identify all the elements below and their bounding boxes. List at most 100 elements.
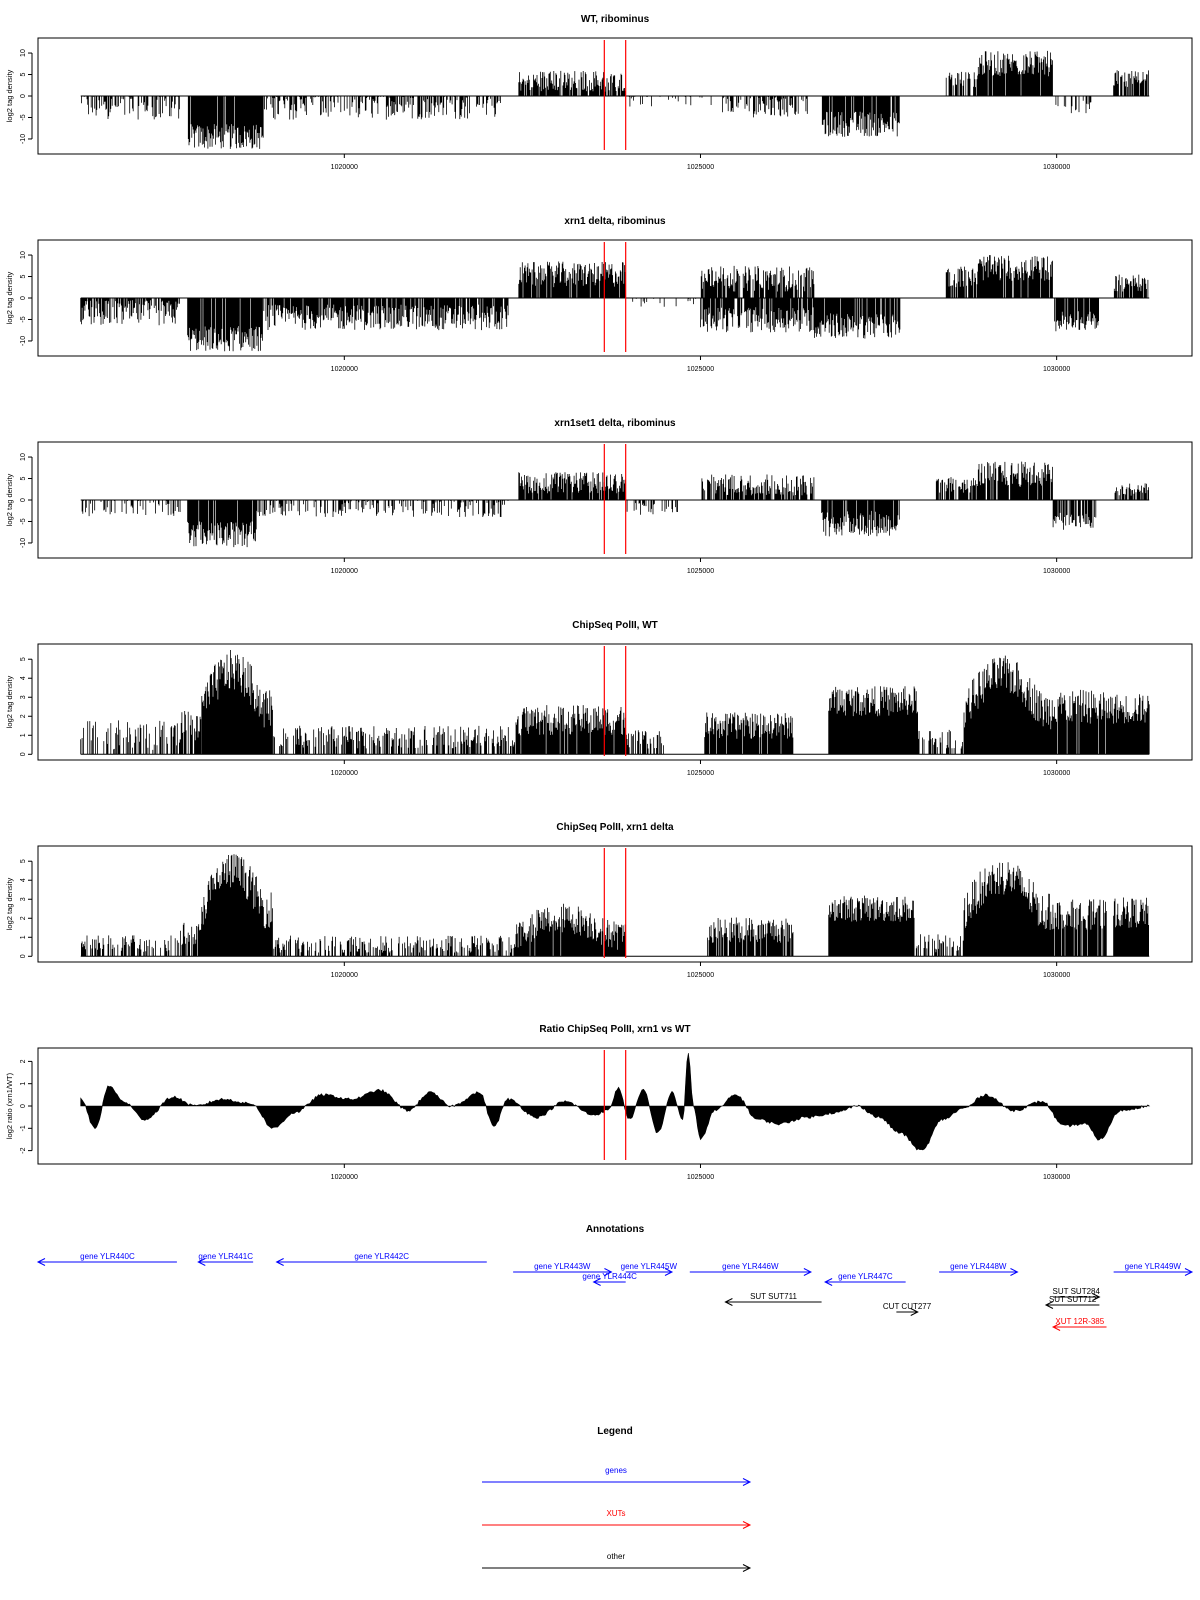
signal-bars <box>80 255 1149 352</box>
feature-label: gene YLR444C <box>582 1272 637 1281</box>
y-tick-label: 4 <box>20 878 27 882</box>
x-axis: 1020000 1025000 1030000 <box>331 962 1070 979</box>
legend-label: XUTs <box>606 1509 625 1518</box>
arrowhead-icon <box>724 1298 733 1306</box>
feature-other: SUT SUT712 <box>1044 1295 1100 1309</box>
y-axis-label: log2 tag density <box>5 69 14 122</box>
feature-label: gene YLR443W <box>534 1262 591 1271</box>
feature-gene: gene YLR446W <box>689 1262 813 1276</box>
y-tick-label: 2 <box>20 714 27 718</box>
feature-gene: gene YLR445W <box>621 1262 677 1276</box>
signal-bars <box>80 650 1150 755</box>
legend-label: genes <box>605 1466 627 1475</box>
chart-data-marks <box>80 854 1150 957</box>
ratio-area <box>80 1053 1151 1151</box>
arrowhead-icon <box>36 1258 46 1266</box>
feature-xut: XUT 12R-385 <box>1051 1317 1107 1331</box>
signal-bars <box>81 854 1149 957</box>
feature-label: gene YLR449W <box>1125 1262 1182 1271</box>
feature-label: gene YLR441C <box>198 1252 253 1261</box>
y-axis: 10 5 0 -5 -10 log2 tag density <box>5 251 33 346</box>
arrowhead-icon <box>1092 1293 1101 1301</box>
feature-gene: gene YLR442C <box>275 1252 487 1266</box>
x-tick-label: 1020000 <box>331 972 358 979</box>
x-axis: 1020000 1025000 1030000 <box>331 558 1070 575</box>
plot-frame <box>37 845 1193 963</box>
chart-title: xrn1set1 delta, ribominus <box>554 418 676 429</box>
y-tick-label: 10 <box>20 251 27 259</box>
chart-panel-4: ChipSeq PolII, WT 0 1 2 3 4 5 log2 tag density 1… <box>5 620 1193 777</box>
x-tick-label: 1030000 <box>1043 770 1070 777</box>
y-axis-label: log2 tag density <box>5 675 14 728</box>
arrowhead-icon <box>197 1258 206 1266</box>
feature-gene: gene YLR449W <box>1113 1262 1194 1276</box>
arrowhead-icon <box>742 1478 752 1486</box>
y-tick-label: -10 <box>20 538 27 548</box>
arrowhead-icon <box>1051 1323 1061 1331</box>
y-tick-label: 0 <box>20 296 27 300</box>
arrowhead-icon <box>1044 1301 1054 1309</box>
legend-title: Legend <box>597 1426 633 1437</box>
y-axis: 10 5 0 -5 -10 log2 tag density <box>5 49 33 144</box>
chart-panel-5: ChipSeq PolII, xrn1 delta 0 1 2 3 4 5 log2 tag … <box>5 822 1193 979</box>
y-tick-label: 10 <box>20 453 27 461</box>
chart-data-marks <box>80 1053 1151 1151</box>
x-tick-label: 1030000 <box>1043 1174 1070 1181</box>
arrowhead-icon <box>824 1278 833 1286</box>
y-tick-label: 0 <box>20 498 27 502</box>
arrowhead-icon <box>910 1308 919 1316</box>
x-tick-label: 1030000 <box>1043 164 1070 171</box>
y-axis-label: log2 tag density <box>5 473 14 526</box>
chart-title: Ratio ChipSeq PolII, xrn1 vs WT <box>539 1024 690 1035</box>
annotations-title: Annotations <box>586 1224 645 1235</box>
y-tick-label: 5 <box>20 657 27 661</box>
arrowhead-icon <box>742 1564 752 1572</box>
feature-other: SUT SUT711 <box>724 1292 822 1306</box>
y-axis-label: log2 tag density <box>5 271 14 324</box>
y-tick-label: -10 <box>20 134 27 144</box>
y-tick-label: 5 <box>20 72 27 76</box>
chart-panel-6: Ratio ChipSeq PolII, xrn1 vs WT 2 1 0 -1 -2 lo… <box>5 1024 1193 1181</box>
y-tick-label: 2 <box>20 1059 27 1063</box>
plot-frame <box>37 37 1193 155</box>
y-tick-label: 2 <box>20 916 27 920</box>
x-axis: 1020000 1025000 1030000 <box>331 1164 1070 1181</box>
arrowhead-icon <box>1184 1268 1194 1276</box>
y-tick-label: 0 <box>20 752 27 756</box>
feature-label: gene YLR447C <box>838 1272 893 1281</box>
x-tick-label: 1030000 <box>1043 568 1070 575</box>
x-tick-label: 1020000 <box>331 164 358 171</box>
feature-label: CUT CUT277 <box>883 1302 932 1311</box>
y-axis: 2 1 0 -1 -2 log2 ratio (xrn1/WT) <box>5 1059 33 1154</box>
x-axis: 1020000 1025000 1030000 <box>331 760 1070 777</box>
plot-frame <box>37 239 1193 357</box>
y-tick-label: -1 <box>20 1125 27 1131</box>
feature-label: SUT SUT711 <box>750 1292 797 1301</box>
x-tick-label: 1020000 <box>331 366 358 373</box>
y-axis: 0 1 2 3 4 5 log2 tag density <box>5 657 33 756</box>
x-tick-label: 1025000 <box>687 568 714 575</box>
chart-data-marks <box>80 461 1150 548</box>
arrowhead-icon <box>275 1258 284 1266</box>
chart-panel-2: xrn1 delta, ribominus 10 5 0 -5 -10 log2 tag d… <box>5 216 1193 373</box>
y-tick-label: 1 <box>20 935 27 939</box>
y-tick-label: 1 <box>20 1082 27 1086</box>
y-axis-label: log2 ratio (xrn1/WT) <box>5 1072 14 1139</box>
x-tick-label: 1020000 <box>331 770 358 777</box>
feature-gene: gene YLR444C <box>582 1272 637 1286</box>
x-tick-label: 1030000 <box>1043 366 1070 373</box>
x-tick-label: 1025000 <box>687 770 714 777</box>
y-tick-label: 0 <box>20 94 27 98</box>
chart-title: WT, ribominus <box>581 14 650 25</box>
arrowhead-icon <box>592 1278 601 1286</box>
y-tick-label: -5 <box>20 316 27 322</box>
feature-label: gene YLR442C <box>354 1252 409 1261</box>
y-tick-label: 3 <box>20 897 27 901</box>
y-tick-label: 1 <box>20 733 27 737</box>
feature-gene: gene YLR440C <box>36 1252 177 1266</box>
signal-bars <box>81 461 1149 548</box>
feature-label: SUT SUT712 <box>1049 1295 1097 1304</box>
feature-label: gene YLR448W <box>950 1262 1007 1271</box>
y-axis: 10 5 0 -5 -10 log2 tag density <box>5 453 33 548</box>
